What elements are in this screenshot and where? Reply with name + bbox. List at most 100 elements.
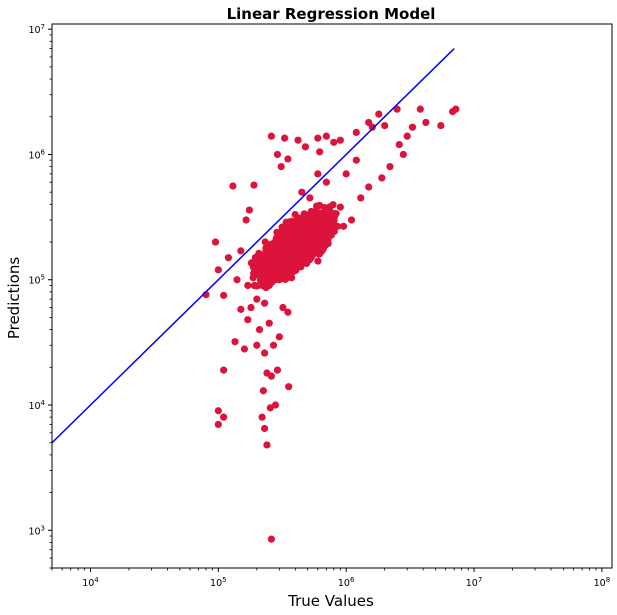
scatter-point [250,181,258,189]
scatter-point [214,420,222,429]
scatter-point [309,244,317,252]
scatter-point [365,183,373,191]
scatter-point [399,150,407,159]
scatter-point [257,264,265,272]
scatter-point [275,254,283,262]
scatter-point [336,203,344,211]
scatter-point [260,349,269,357]
scatter-point [281,134,289,142]
scatter-point [247,259,256,267]
scatter-point [395,140,403,149]
scatter-point [294,136,302,144]
scatter-point [408,123,417,131]
scatter-point [347,216,356,224]
scatter-point [381,121,389,130]
scatter-point [316,148,324,156]
scatter-point [275,333,283,341]
scatter-point [281,240,289,248]
scatter-point [316,220,324,228]
scatter-point [310,237,318,245]
y-axis-ticks: 103 104 105 106 107 [28,23,52,569]
x-axis-ticks: 104 105 106 107 108 [51,568,611,589]
scatter-point [313,202,321,210]
scatter-point [273,150,282,159]
scatter-point [314,170,322,178]
scatter-point [251,253,260,262]
scatter-point [211,238,220,246]
scatter-point [294,232,302,240]
scatter-point [342,170,350,178]
scatter-point [237,247,245,255]
scatter-point [298,188,306,196]
scatter-point [306,194,314,202]
scatter-point [291,210,299,219]
scatter-point [284,266,292,274]
x-axis-label: True Values [287,592,374,610]
scatter-points [202,105,460,543]
scatter-point [322,132,330,140]
scatter-point [289,228,297,236]
x-tick-label: 108 [594,576,611,589]
scatter-point [245,206,254,214]
scatter-point [287,235,296,243]
scatter-point [261,238,269,246]
scatter-point [244,281,252,290]
y-tick-label: 104 [28,399,45,412]
scatter-point [258,270,266,279]
x-tick-label: 104 [82,576,99,589]
scatter-point [250,281,258,290]
scatter-point [214,266,222,274]
scatter-point [260,424,269,433]
scatter-point [257,281,265,289]
scatter-point [330,138,338,146]
scatter-point [220,413,228,421]
regression-line [51,48,455,444]
scatter-point [386,163,394,171]
scatter-point [318,247,326,255]
y-tick-label: 105 [28,274,45,287]
scatter-point [375,110,383,118]
scatter-point [284,155,292,163]
scatter-point [279,247,287,255]
scatter-point [314,134,322,142]
scatter-point [253,295,261,303]
chart-title: Linear Regression Model [227,5,436,23]
scatter-point [273,261,281,269]
scatter-point [452,105,460,113]
scatter-point [244,316,252,324]
scatter-point [267,372,275,380]
scatter-point [311,231,319,239]
y-tick-label: 106 [28,148,45,161]
plot-frame [51,23,613,569]
scatter-point [237,305,245,313]
scatter-point [267,535,275,543]
scatter-point [259,387,267,395]
scatter-point [285,220,293,228]
scatter-point [422,118,430,127]
scatter-point-cloud [247,201,348,292]
scatter-point [278,230,286,239]
scatter-point [220,366,228,374]
scatter-point [220,291,228,299]
scatter-point [330,216,338,225]
scatter-point [339,222,348,230]
scatter-point [264,265,273,273]
y-tick-label: 107 [28,23,45,36]
scatter-point [403,132,411,140]
scatter-point [273,366,282,374]
scatter-point [290,241,298,250]
scatter-point [240,345,249,353]
scatter-point [318,233,326,241]
scatter-point [326,203,334,211]
scatter-point [247,303,255,312]
scatter-point [336,136,344,144]
scatter-point [269,253,277,261]
scatter-point [297,254,306,262]
scatter-point [304,238,312,247]
scatter-point [352,156,360,164]
x-tick-label: 105 [210,576,227,589]
scatter-point [306,254,315,262]
scatter-point [250,269,258,277]
scatter-point [301,143,310,151]
